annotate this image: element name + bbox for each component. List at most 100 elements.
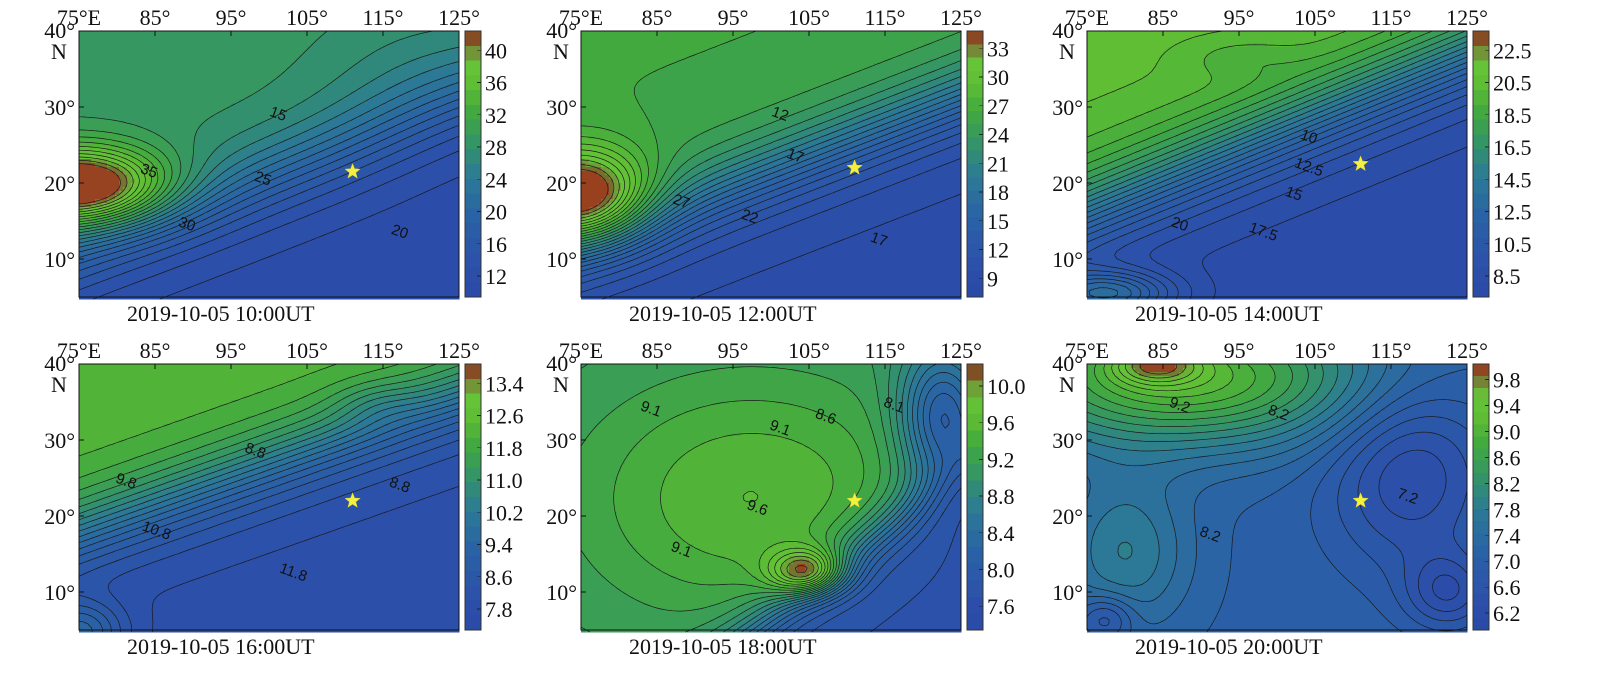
lon-tick-label: 75°E [57,338,101,363]
colorbar-tick-label: 33 [987,36,1009,61]
contour-lines [1086,363,1468,633]
panel-caption: 2019-10-05 16:00UT [127,634,315,660]
station-star [1352,492,1369,508]
lon-tick-label: 125° [940,5,982,30]
colorbar-tick-label: 8.6 [485,565,513,590]
lon-tick-label: 105° [788,5,830,30]
contour-label: 8.8 [387,474,412,497]
contour-label: 12 [769,103,790,125]
map-panel: 75°E 85° 95° 105° 115° 125° 40° 30° 20° 10° N 12 17 2… [511,0,1021,332]
contour-label: 8.8 [243,439,268,462]
lon-tick-label: 95° [216,338,247,363]
colorbar-tick-label: 21 [987,151,1009,176]
contour-label: 20 [389,221,410,243]
contour-label: 8.1 [881,394,906,417]
colorbar [464,363,482,631]
lon-tick-label: 85° [140,5,171,30]
colorbar-tick-label: 8.6 [1493,445,1521,470]
colorbar-tick-label: 8.0 [987,557,1015,582]
colorbar-tick-label: 7.8 [1493,497,1521,522]
lon-tick-label: 125° [438,5,480,30]
lon-tick-label: 85° [642,5,673,30]
lat-tick-label: 20° [1052,171,1083,196]
panel-svg: 75°E 85° 95° 105° 115° 125° 40° 30° 20° 10° N 8.8 9.… [44,338,524,633]
contour-label: 10 [1298,126,1319,148]
north-label: N [51,39,67,64]
lon-tick-label: 105° [286,338,328,363]
lon-tick-label: 115° [1371,5,1412,30]
panel-svg: 75°E 85° 95° 105° 115° 125° 40° 30° 20° 10° N 15 35 2… [44,5,507,300]
north-label: N [1059,39,1075,64]
lat-tick-label: 40° [546,351,577,376]
lat-tick-label: 40° [1052,351,1083,376]
lon-tick-label: 125° [1446,5,1488,30]
contour-label: 9.1 [767,417,792,440]
lon-tick-label: 95° [216,5,247,30]
lon-tick-label: 95° [718,338,749,363]
colorbar-tick-label: 7.6 [987,594,1015,619]
colorbar [966,30,984,298]
colorbar-tick-label: 10.2 [485,500,524,525]
contour-label: 15 [1283,183,1304,205]
map-panel: 75°E 85° 95° 105° 115° 125° 40° 30° 20° 10° N 9.1 9.… [511,333,1026,665]
contour-label: 20 [1169,214,1190,236]
panel-svg: 75°E 85° 95° 105° 115° 125° 40° 30° 20° 10° N 9.1 9.… [546,338,1026,633]
lat-tick-label: 30° [546,428,577,453]
panel-caption: 2019-10-05 18:00UT [629,634,817,660]
colorbar [464,30,482,298]
contour-label: 7.2 [1395,485,1420,508]
colorbar-tick-label: 9.4 [1493,394,1521,419]
plot-frame [78,363,460,631]
colorbar-tick-label: 20 [485,200,507,225]
contour-lines [78,30,460,300]
colorbar-tick-label: 32 [485,103,507,128]
colorbar-tick-label: 16.5 [1493,135,1532,160]
colorbar-tick-label: 8.5 [1493,264,1521,289]
lon-tick-label: 95° [1224,338,1255,363]
colorbar-tick-label: 9.8 [1493,368,1521,393]
colorbar-tick-label: 16 [485,232,507,257]
colorbar-tick-label: 6.6 [1493,575,1521,600]
panel-caption: 2019-10-05 12:00UT [629,301,817,327]
contour-label: 9.1 [669,538,694,561]
map-panel: 75°E 85° 95° 105° 115° 125° 40° 30° 20° 10° N 9.2 8.… [1017,333,1527,665]
contour-label: 15 [267,103,288,125]
colorbar-tick-label: 22.5 [1493,38,1532,63]
colorbar-tick-label: 24 [987,123,1009,148]
colorbar-tick-label: 6.2 [1493,601,1521,626]
contour-label: 27 [671,191,692,213]
colorbar-tick-label: 9.4 [485,533,513,558]
lon-tick-label: 75°E [559,338,603,363]
plot-frame [580,30,962,298]
colorbar [1472,30,1490,298]
contour-label: 30 [176,214,197,236]
contour-label: 9.2 [1167,394,1192,417]
contour-label: 17 [868,229,889,251]
map-panel: 75°E 85° 95° 105° 115° 125° 40° 30° 20° 10° N 15 35 2… [9,0,519,332]
contour-label: 8.6 [813,405,838,428]
colorbar-tick-label: 8.4 [987,521,1015,546]
lon-tick-label: 95° [1224,5,1255,30]
lon-tick-label: 125° [1446,338,1488,363]
colorbar-tick-label: 8.8 [987,484,1015,509]
colorbar-tick-label: 27 [987,94,1009,119]
colorbar-tick-label: 40 [485,38,507,63]
lat-tick-label: 20° [546,504,577,529]
plot-frame [1086,30,1468,298]
map-panel: 75°E 85° 95° 105° 115° 125° 40° 30° 20° 10° N 10 12.… [1017,0,1532,332]
contour-fill [1087,364,1468,633]
lat-tick-label: 30° [546,95,577,120]
colorbar-tick-label: 12 [987,238,1009,263]
contour-label: 22 [739,206,760,228]
lat-tick-label: 30° [44,428,75,453]
north-label: N [553,372,569,397]
lon-tick-label: 95° [718,5,749,30]
panel-caption: 2019-10-05 20:00UT [1135,634,1323,660]
panel-svg: 75°E 85° 95° 105° 115° 125° 40° 30° 20° 10° N 12 17 2… [546,5,1009,300]
lat-tick-label: 10° [44,580,75,605]
panel-caption: 2019-10-05 10:00UT [127,301,315,327]
colorbar-tick-label: 9.2 [987,447,1015,472]
plot-frame [78,30,460,298]
colorbar-tick-label: 11.0 [485,468,523,493]
colorbar-tick-label: 12.5 [1493,200,1532,225]
